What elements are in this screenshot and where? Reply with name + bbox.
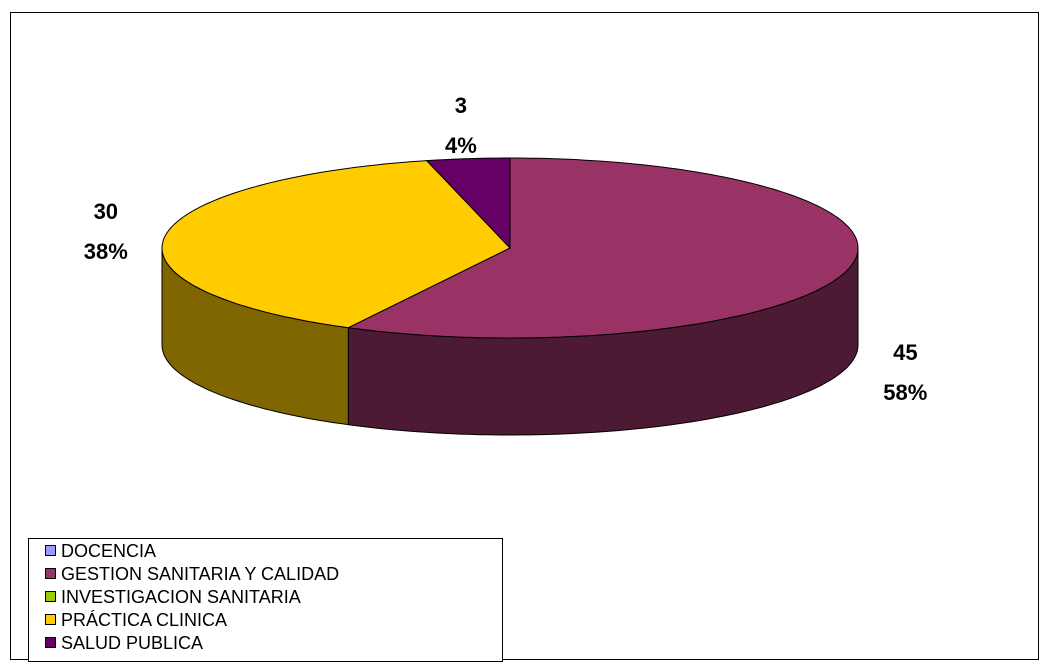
- legend-label: DOCENCIA: [61, 541, 156, 561]
- pie-slice: [425, 157, 511, 250]
- legend-label: GESTION SANITARIA Y CALIDAD: [61, 564, 339, 584]
- pie-slice: [161, 160, 511, 329]
- legend-swatch: [45, 568, 56, 579]
- percent-label: 38%: [84, 239, 128, 264]
- legend-box: [28, 538, 503, 662]
- legend-swatch: [45, 614, 56, 625]
- data-label: 30: [94, 199, 118, 224]
- percent-label: 4%: [445, 133, 477, 158]
- legend-swatch: [45, 545, 56, 556]
- data-label: 45: [893, 340, 917, 365]
- pie-slice: [346, 157, 859, 339]
- data-label: 3: [455, 93, 467, 118]
- legend-swatch: [45, 637, 56, 648]
- percent-label: 58%: [883, 380, 927, 405]
- legend-label: SALUD PUBLICA: [61, 633, 203, 653]
- legend-swatch: [45, 591, 56, 602]
- legend-label: INVESTIGACION SANITARIA: [61, 587, 301, 607]
- legend-label: PRÁCTICA CLINICA: [61, 610, 227, 630]
